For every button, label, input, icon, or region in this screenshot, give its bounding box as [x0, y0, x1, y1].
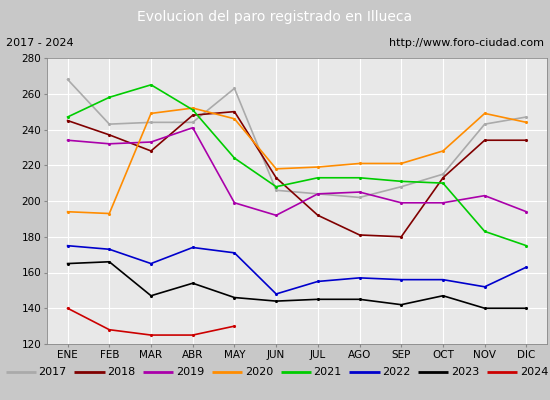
Text: 2022: 2022	[382, 367, 411, 377]
Text: 2017 - 2024: 2017 - 2024	[6, 38, 73, 48]
Text: 2017: 2017	[39, 367, 67, 377]
Text: 2018: 2018	[107, 367, 135, 377]
Text: 2024: 2024	[520, 367, 548, 377]
Text: http://www.foro-ciudad.com: http://www.foro-ciudad.com	[389, 38, 544, 48]
Text: Evolucion del paro registrado en Illueca: Evolucion del paro registrado en Illueca	[138, 10, 412, 24]
Text: 2023: 2023	[451, 367, 479, 377]
Text: 2020: 2020	[245, 367, 273, 377]
Text: 2021: 2021	[314, 367, 342, 377]
Text: 2019: 2019	[176, 367, 204, 377]
